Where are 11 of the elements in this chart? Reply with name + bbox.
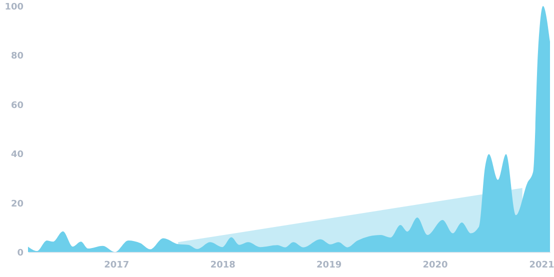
x-tick-label: 2020: [422, 260, 448, 270]
x-tick-label: 2017: [104, 260, 130, 270]
x-tick-label: 2021: [529, 260, 554, 270]
y-tick-label: 20: [10, 199, 24, 210]
x-tick-label: 2018: [210, 260, 236, 270]
x-tick-label: 2019: [316, 260, 342, 270]
y-tick-label: 40: [10, 150, 24, 160]
y-tick-label: 100: [4, 2, 24, 12]
y-tick-label: 60: [10, 100, 24, 111]
y-tick-label: 80: [10, 52, 24, 62]
y-tick-label: 0: [17, 248, 24, 258]
